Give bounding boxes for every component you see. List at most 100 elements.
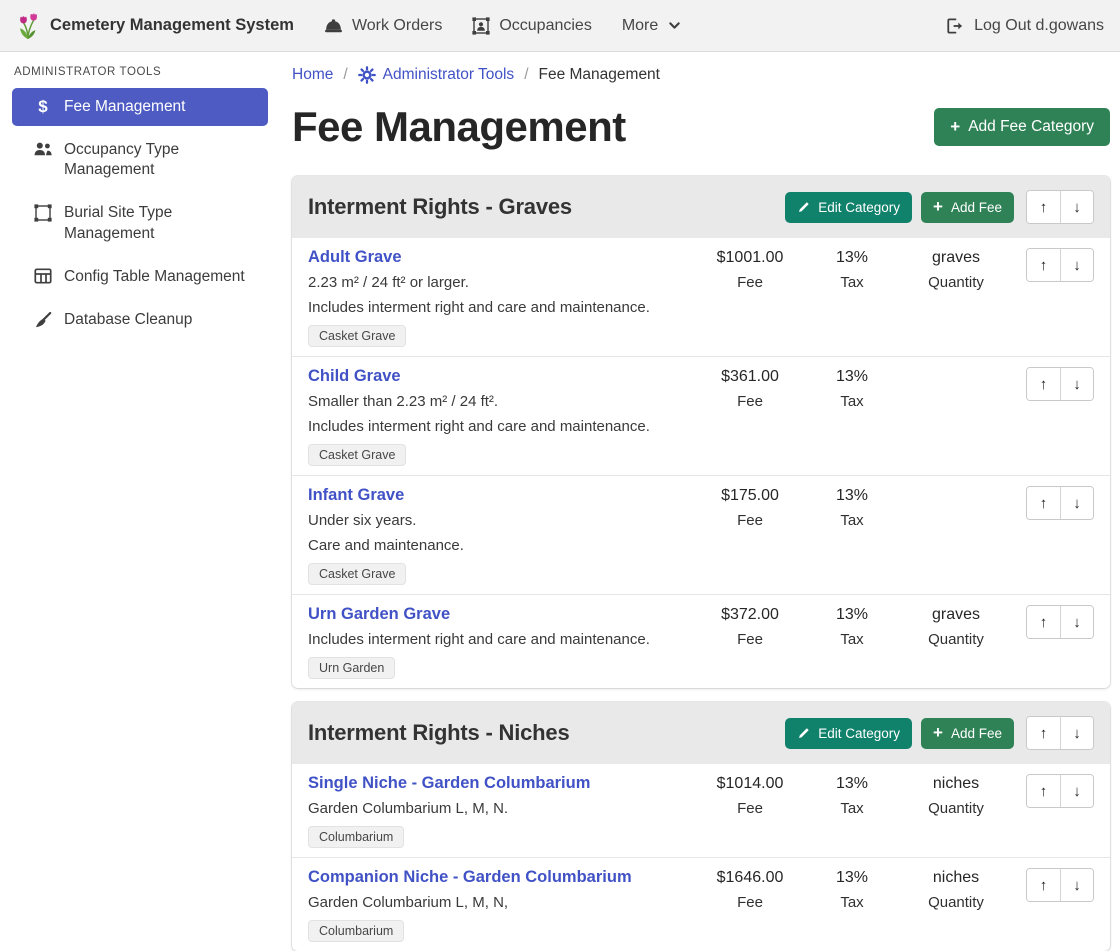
plus-icon: + [933, 200, 943, 214]
move-fee-down-button[interactable]: ↓ [1060, 775, 1093, 807]
fee-amount-column: $1014.00 Fee [698, 774, 802, 818]
move-fee-down-button[interactable]: ↓ [1060, 249, 1093, 281]
move-fee-down-button[interactable]: ↓ [1060, 368, 1093, 400]
breadcrumb: Home / [292, 66, 1110, 84]
tax-column: 13% Tax [802, 605, 902, 649]
breadcrumb-home-link[interactable]: Home [292, 66, 333, 84]
fee-descriptions: Garden Columbarium L, M, N. [308, 800, 688, 818]
quantity-column: graves Quantity [902, 248, 1010, 292]
logout-label: Log Out d.gowans [974, 17, 1104, 35]
sidebar-item-label: Config Table Management [64, 267, 245, 287]
fee-amount-label: Fee [698, 512, 802, 530]
tax-column: 13% Tax [802, 248, 902, 292]
tax-column: 13% Tax [802, 868, 902, 912]
logout-button[interactable]: Log Out d.gowans [946, 17, 1104, 35]
tax-value: 13% [802, 868, 902, 887]
move-category-down-button[interactable]: ↓ [1060, 191, 1093, 223]
edit-category-button[interactable]: Edit Category [785, 718, 912, 749]
category-body: Adult Grave 2.23 m² / 24 ft² or larger.I… [292, 238, 1110, 688]
breadcrumb-admin-tools-link[interactable]: Administrator Tools [358, 66, 515, 84]
quantity-column: niches Quantity [902, 868, 1010, 912]
fee-descriptions: 2.23 m² / 24 ft² or larger.Includes inte… [308, 274, 688, 317]
hard-hat-icon [324, 17, 343, 34]
tax-column: 13% Tax [802, 774, 902, 818]
fee-description: Garden Columbarium L, M, N, [308, 894, 688, 912]
move-category-down-button[interactable]: ↓ [1060, 717, 1093, 749]
fee-amount-column: $1646.00 Fee [698, 868, 802, 912]
move-fee-up-button[interactable]: ↑ [1027, 606, 1060, 638]
fee-descriptions: Smaller than 2.23 m² / 24 ft².Includes i… [308, 393, 688, 436]
move-fee-up-button[interactable]: ↑ [1027, 487, 1060, 519]
add-fee-label: Add Fee [951, 200, 1002, 215]
category-title: Interment Rights - Graves [308, 194, 776, 220]
add-fee-button[interactable]: + Add Fee [921, 192, 1014, 223]
category-title: Interment Rights - Niches [308, 720, 776, 746]
person-frame-icon [472, 17, 490, 35]
nav-work-orders[interactable]: Work Orders [324, 17, 442, 35]
fee-info: Single Niche - Garden Columbarium Garden… [308, 774, 698, 848]
move-fee-down-button[interactable]: ↓ [1060, 487, 1093, 519]
edit-category-label: Edit Category [818, 726, 900, 741]
sidebar-item-database-cleanup[interactable]: Database Cleanup [12, 301, 268, 339]
sidebar-item-config-table-management[interactable]: Config Table Management [12, 258, 268, 296]
move-fee-down-button[interactable]: ↓ [1060, 606, 1093, 638]
fee-amount-column: $175.00 Fee [698, 486, 802, 530]
fee-description: Under six years. [308, 512, 688, 530]
fee-badge: Casket Grave [308, 444, 406, 466]
fee-descriptions: Includes interment right and care and ma… [308, 631, 688, 649]
tax-label: Tax [802, 512, 902, 530]
fee-amount-column: $372.00 Fee [698, 605, 802, 649]
move-fee-up-button[interactable]: ↑ [1027, 869, 1060, 901]
fee-row: Infant Grave Under six years.Care and ma… [292, 475, 1110, 594]
move-fee-down-button[interactable]: ↓ [1060, 869, 1093, 901]
edit-category-label: Edit Category [818, 200, 900, 215]
nav-more[interactable]: More [622, 17, 682, 35]
add-fee-button[interactable]: + Add Fee [921, 718, 1014, 749]
move-fee-up-button[interactable]: ↑ [1027, 775, 1060, 807]
bounding-box-icon [33, 204, 53, 222]
page-title: Fee Management [292, 104, 626, 150]
fee-reorder-group: ↑ ↓ [1010, 486, 1094, 520]
sidebar-item-burial-site-type-management[interactable]: Burial Site Type Management [12, 194, 268, 252]
fee-amount-label: Fee [698, 631, 802, 649]
fee-info: Urn Garden Grave Includes interment righ… [308, 605, 698, 679]
fee-amount-label: Fee [698, 894, 802, 912]
fee-description: 2.23 m² / 24 ft² or larger. [308, 274, 688, 292]
quantity-value: graves [902, 605, 1010, 624]
broom-icon [33, 311, 53, 329]
fee-name-link[interactable]: Urn Garden Grave [308, 605, 450, 624]
fee-row: Urn Garden Grave Includes interment righ… [292, 594, 1110, 688]
sidebar: ADMINISTRATOR TOOLS $ Fee Management Occ… [0, 52, 280, 344]
fee-name-link[interactable]: Companion Niche - Garden Columbarium [308, 868, 632, 887]
sidebar-heading: ADMINISTRATOR TOOLS [14, 66, 268, 78]
fee-descriptions: Under six years.Care and maintenance. [308, 512, 688, 555]
move-fee-up-button[interactable]: ↑ [1027, 368, 1060, 400]
fee-amount-label: Fee [698, 274, 802, 292]
category-reorder-group: ↑ ↓ [1026, 716, 1094, 750]
fee-amount-column: $1001.00 Fee [698, 248, 802, 292]
fee-row: Single Niche - Garden Columbarium Garden… [292, 764, 1110, 857]
app-brand[interactable]: Cemetery Management System [16, 12, 294, 40]
fee-name-link[interactable]: Single Niche - Garden Columbarium [308, 774, 590, 793]
gear-icon [358, 66, 376, 84]
fee-name-link[interactable]: Child Grave [308, 367, 401, 386]
edit-category-button[interactable]: Edit Category [785, 192, 912, 223]
tax-column: 13% Tax [802, 367, 902, 411]
nav-occupancies[interactable]: Occupancies [472, 17, 592, 35]
move-category-up-button[interactable]: ↑ [1027, 191, 1060, 223]
sidebar-item-occupancy-type-management[interactable]: Occupancy Type Management [12, 131, 268, 189]
fee-amount: $175.00 [698, 486, 802, 505]
top-navbar: Cemetery Management System Work Orders O [0, 0, 1120, 52]
fee-name-link[interactable]: Adult Grave [308, 248, 402, 267]
add-fee-category-button[interactable]: + Add Fee Category [934, 108, 1110, 146]
tulip-logo-icon [16, 12, 40, 40]
fee-name-link[interactable]: Infant Grave [308, 486, 404, 505]
quantity-label: Quantity [902, 631, 1010, 649]
dollar-icon: $ [33, 98, 53, 115]
sidebar-item-fee-management[interactable]: $ Fee Management [12, 88, 268, 126]
plus-icon: + [950, 120, 960, 134]
sidebar-item-label: Occupancy Type Management [64, 140, 258, 180]
tax-value: 13% [802, 605, 902, 624]
move-fee-up-button[interactable]: ↑ [1027, 249, 1060, 281]
move-category-up-button[interactable]: ↑ [1027, 717, 1060, 749]
